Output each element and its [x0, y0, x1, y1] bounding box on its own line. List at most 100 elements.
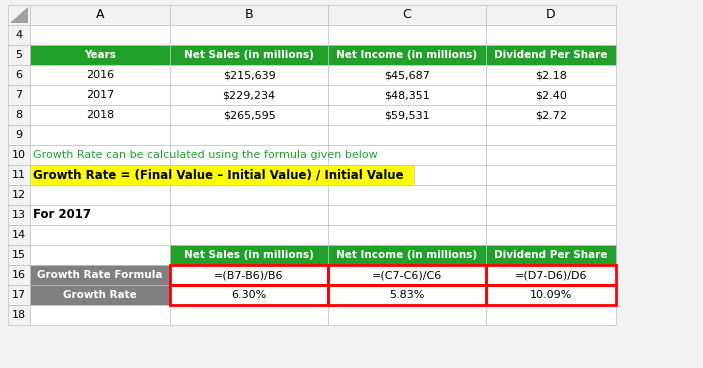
Bar	[486, 65, 616, 85]
Bar	[30, 125, 170, 145]
Text: Years: Years	[84, 50, 116, 60]
Text: 17: 17	[12, 290, 26, 300]
Bar	[30, 305, 170, 325]
Text: Net Income (in millions): Net Income (in millions)	[337, 250, 477, 260]
Bar	[170, 85, 328, 105]
Bar	[8, 45, 30, 65]
Text: For 2017: For 2017	[33, 209, 91, 222]
Bar	[486, 285, 616, 305]
Bar	[30, 85, 170, 105]
Bar	[8, 245, 30, 265]
Bar	[486, 85, 616, 105]
Text: 2018: 2018	[86, 110, 114, 120]
Bar	[170, 105, 328, 125]
Bar	[328, 225, 486, 245]
Text: B: B	[245, 8, 253, 21]
Bar	[8, 285, 30, 305]
Bar	[30, 245, 170, 265]
Bar	[486, 45, 616, 65]
Bar	[170, 245, 328, 265]
Bar	[30, 225, 170, 245]
Text: $59,531: $59,531	[384, 110, 430, 120]
Bar	[486, 265, 616, 285]
Bar	[30, 205, 170, 225]
Bar	[328, 245, 486, 265]
Bar	[30, 285, 170, 305]
Bar	[170, 145, 328, 165]
Bar	[170, 165, 328, 185]
Bar	[170, 65, 328, 85]
Bar	[328, 285, 486, 305]
Text: $265,595: $265,595	[223, 110, 276, 120]
Bar	[486, 245, 616, 265]
Bar	[30, 65, 170, 85]
Bar	[170, 125, 328, 145]
Text: D: D	[546, 8, 556, 21]
Bar	[30, 25, 170, 45]
Bar	[8, 145, 30, 165]
Text: Growth Rate Formula: Growth Rate Formula	[37, 270, 163, 280]
Bar	[328, 25, 486, 45]
Bar	[30, 5, 170, 25]
Text: 9: 9	[15, 130, 22, 140]
Bar	[328, 65, 486, 85]
Bar	[170, 305, 328, 325]
Bar	[170, 225, 328, 245]
Bar	[170, 25, 328, 45]
Text: 6.30%: 6.30%	[231, 290, 266, 300]
Bar	[486, 265, 616, 285]
Text: $2.18: $2.18	[535, 70, 567, 80]
Bar	[30, 45, 170, 65]
Text: 6: 6	[15, 70, 22, 80]
Text: 4: 4	[15, 30, 22, 40]
Bar	[486, 105, 616, 125]
Text: =(C7-C6)/C6: =(C7-C6)/C6	[372, 270, 442, 280]
Bar	[486, 165, 616, 185]
Bar	[486, 145, 616, 165]
Text: $2.72: $2.72	[535, 110, 567, 120]
Bar	[8, 205, 30, 225]
Text: 5: 5	[15, 50, 22, 60]
Text: 12: 12	[12, 190, 26, 200]
Text: 10: 10	[12, 150, 26, 160]
Text: $2.40: $2.40	[535, 90, 567, 100]
Text: 5.83%: 5.83%	[389, 290, 425, 300]
Bar	[30, 145, 170, 165]
Bar	[328, 165, 486, 185]
Text: C: C	[403, 8, 411, 21]
Text: 8: 8	[15, 110, 22, 120]
Bar	[8, 85, 30, 105]
Text: =(B7-B6)/B6: =(B7-B6)/B6	[214, 270, 284, 280]
Text: 11: 11	[12, 170, 26, 180]
Text: Net Sales (in millions): Net Sales (in millions)	[184, 250, 314, 260]
Bar	[8, 185, 30, 205]
Text: =(D7-D6)/D6: =(D7-D6)/D6	[515, 270, 587, 280]
Bar	[8, 305, 30, 325]
Text: $45,687: $45,687	[384, 70, 430, 80]
Text: $229,234: $229,234	[222, 90, 276, 100]
Bar	[486, 25, 616, 45]
Text: $215,639: $215,639	[223, 70, 276, 80]
Bar	[8, 265, 30, 285]
Bar	[486, 185, 616, 205]
Text: Net Sales (in millions): Net Sales (in millions)	[184, 50, 314, 60]
Bar	[486, 225, 616, 245]
Text: 15: 15	[12, 250, 26, 260]
Bar	[328, 305, 486, 325]
Bar	[30, 185, 170, 205]
Bar	[170, 185, 328, 205]
Bar	[328, 285, 486, 305]
Bar	[328, 145, 486, 165]
Bar	[328, 85, 486, 105]
Bar	[328, 265, 486, 285]
Bar	[8, 105, 30, 125]
Polygon shape	[10, 7, 28, 23]
Bar	[328, 265, 486, 285]
Bar	[170, 265, 328, 285]
Bar	[170, 5, 328, 25]
Bar	[328, 105, 486, 125]
Text: Net Income (in millions): Net Income (in millions)	[337, 50, 477, 60]
Text: $48,351: $48,351	[384, 90, 430, 100]
Text: 10.09%: 10.09%	[530, 290, 572, 300]
Bar	[328, 45, 486, 65]
